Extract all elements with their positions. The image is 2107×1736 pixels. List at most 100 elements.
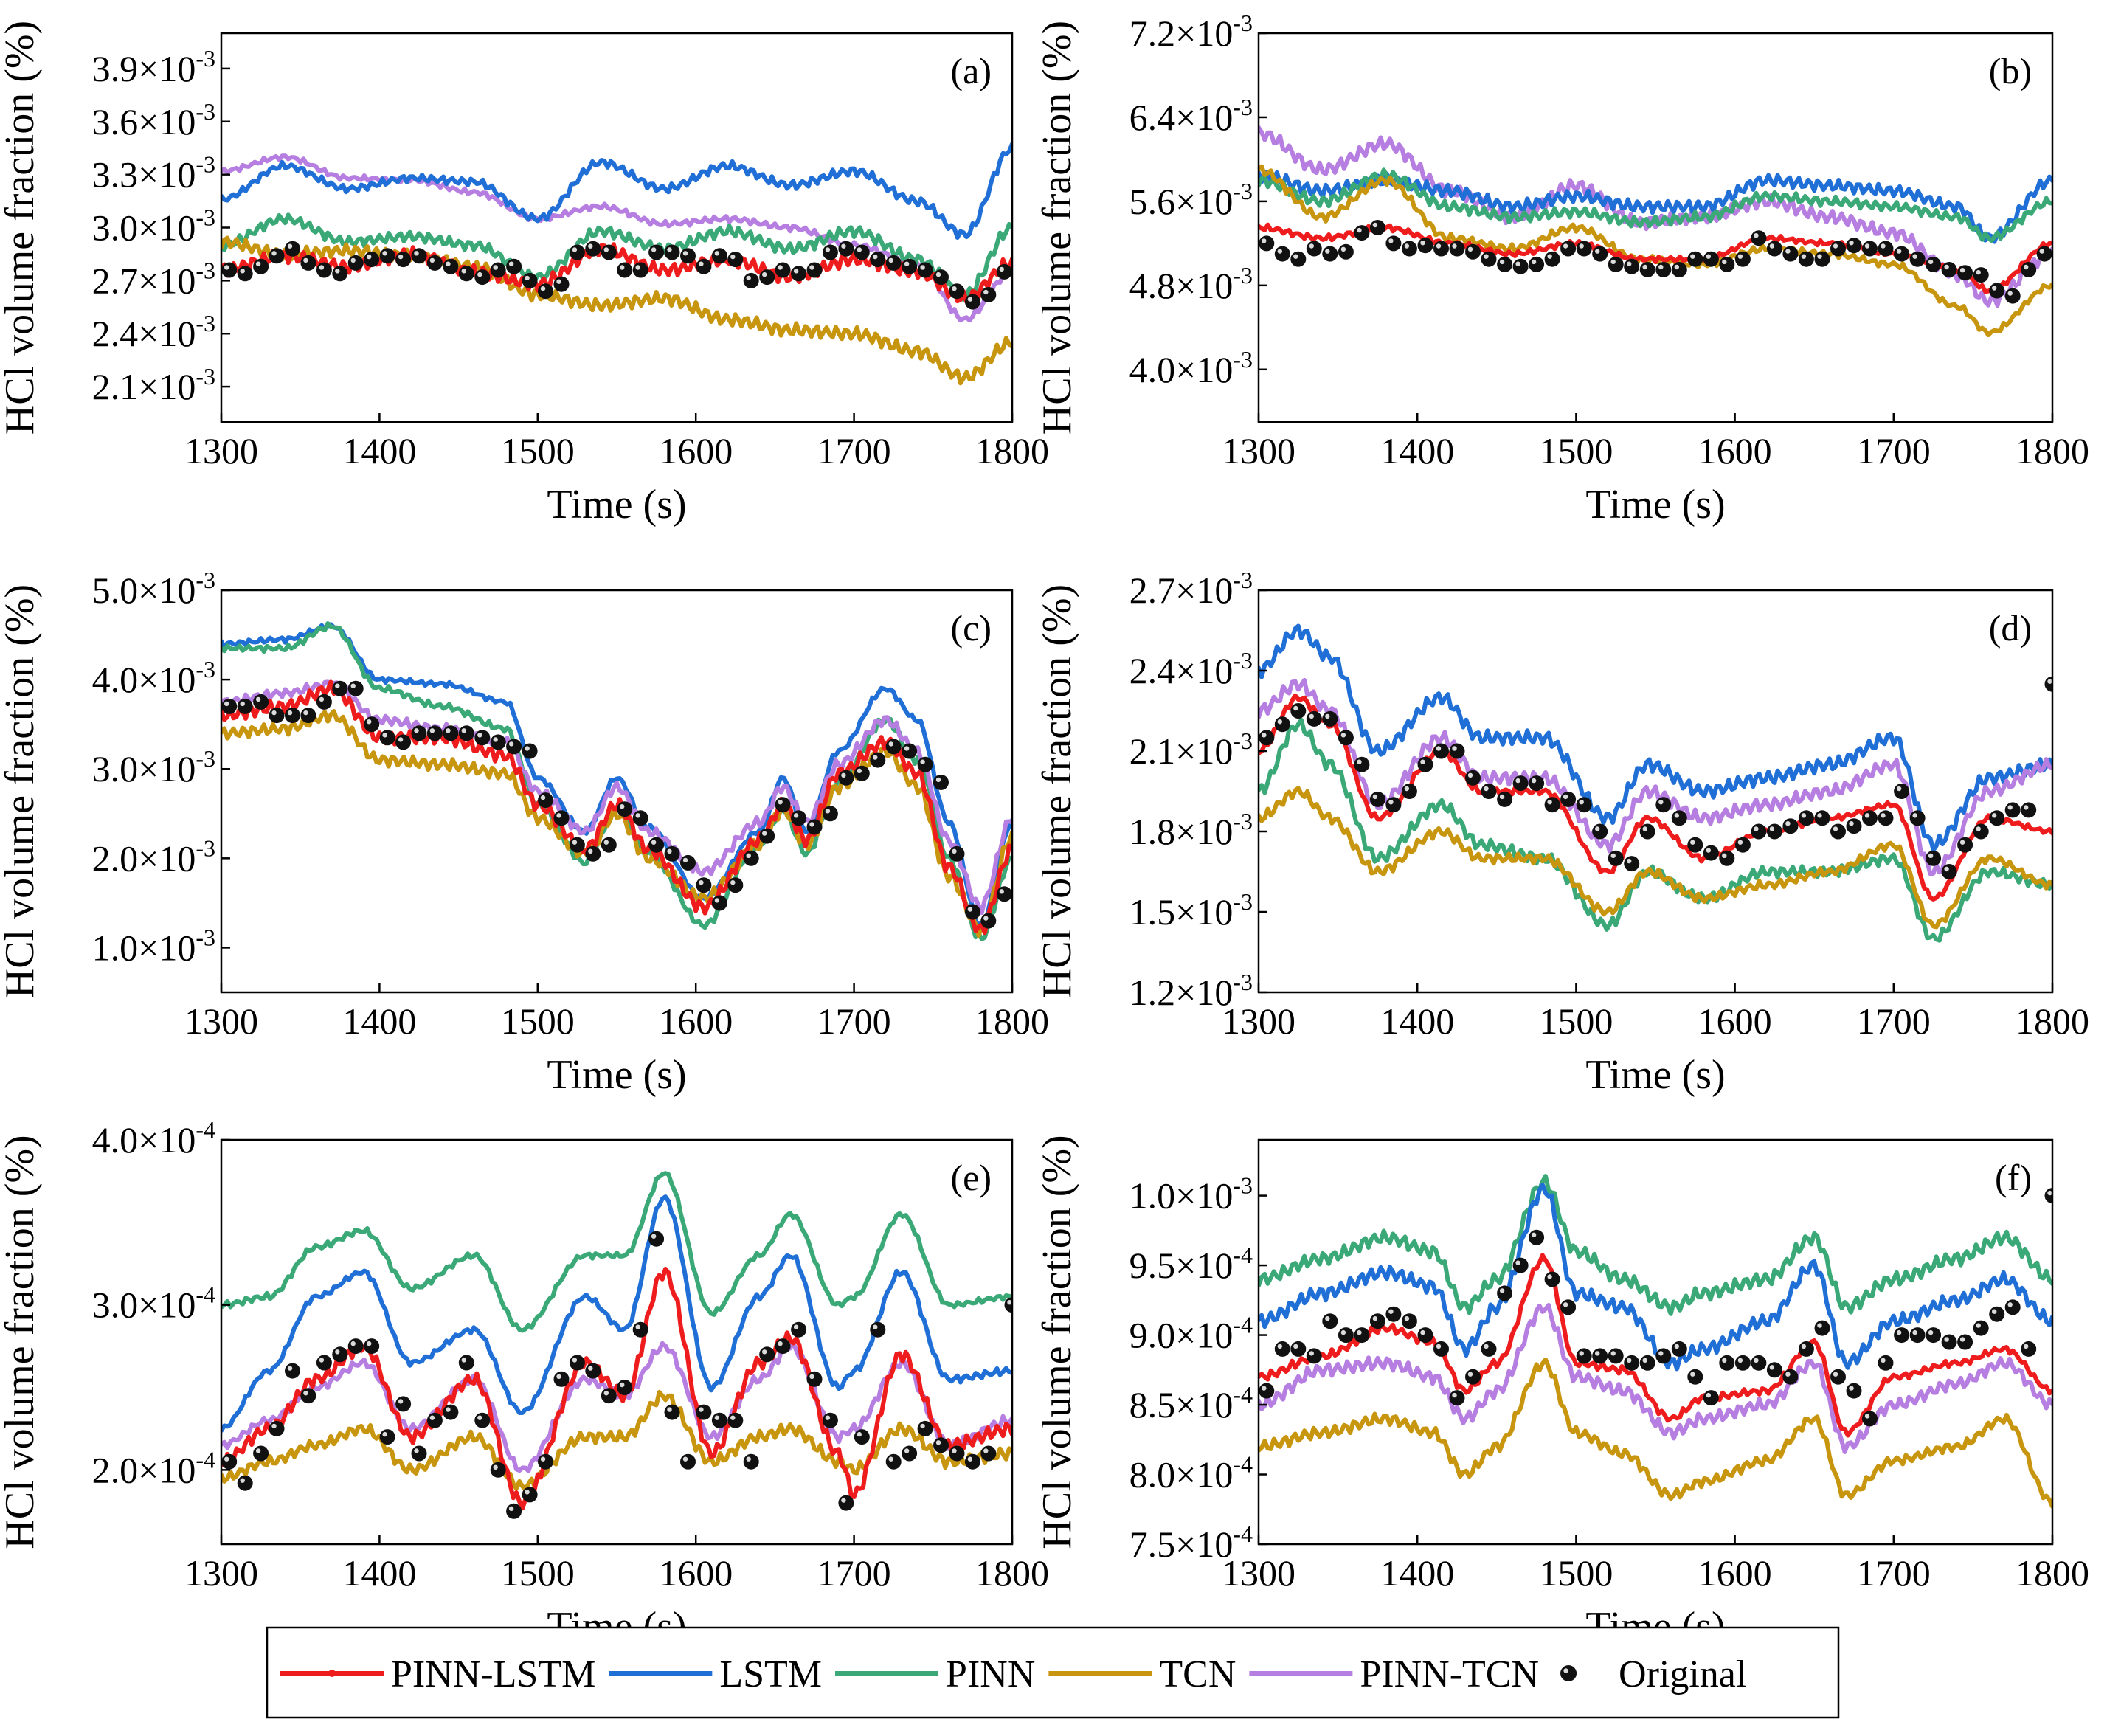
- original-point: [870, 1321, 886, 1338]
- original-point: [980, 913, 997, 929]
- x-tick-label: 1600: [1698, 1552, 1772, 1594]
- original-point-highlight: [414, 1448, 419, 1453]
- legend-swatch-marker: [1560, 1665, 1577, 1681]
- y-tick-label: 5.0×10-3: [92, 567, 215, 611]
- original-point: [1433, 241, 1449, 257]
- original-point-highlight: [699, 880, 704, 885]
- plot-area: [221, 1171, 1012, 1519]
- original-point-highlight: [1992, 286, 1997, 291]
- original-point-highlight: [952, 1448, 957, 1453]
- original-point-highlight: [746, 275, 751, 281]
- original-point-highlight: [1706, 254, 1711, 259]
- original-point-highlight: [2007, 291, 2013, 296]
- original-point: [300, 708, 316, 724]
- original-point: [1560, 241, 1577, 257]
- original-point: [775, 1338, 791, 1355]
- original-point-highlight: [983, 1448, 989, 1453]
- original-point: [870, 752, 886, 768]
- series-line-lstm: [1259, 170, 2052, 244]
- original-point-highlight: [762, 831, 767, 836]
- x-tick-label: 1300: [184, 430, 258, 471]
- original-point-highlight: [1467, 772, 1473, 778]
- original-point: [1751, 230, 1767, 246]
- original-point: [364, 716, 380, 733]
- original-point-highlight: [1436, 746, 1442, 751]
- original-point: [1274, 246, 1290, 262]
- original-point: [632, 262, 648, 278]
- original-point: [743, 850, 759, 866]
- original-point-highlight: [1627, 261, 1632, 266]
- series-line-lstm: [221, 1194, 1012, 1433]
- x-tick-label: 1700: [1857, 1552, 1931, 1594]
- y-tick-label: 2.4×10-3: [1129, 647, 1253, 691]
- original-point: [1671, 1341, 1687, 1357]
- original-point: [1989, 283, 2005, 299]
- original-point-highlight: [809, 822, 814, 827]
- original-point: [996, 886, 1012, 902]
- original-point-highlight: [1007, 1300, 1012, 1305]
- original-point-highlight: [429, 257, 435, 263]
- original-point-highlight: [1388, 238, 1394, 243]
- original-point-highlight: [572, 1358, 578, 1363]
- original-point: [1529, 256, 1545, 272]
- series-line-tcn: [1259, 164, 2052, 338]
- original-point: [885, 739, 902, 755]
- y-axis-title: HCl volume fraction (%): [1034, 21, 1080, 435]
- original-point-highlight: [1833, 243, 1838, 249]
- original-point: [1878, 1355, 1894, 1371]
- axes-frame: [220, 1138, 1014, 1546]
- original-point: [964, 294, 980, 310]
- original-point: [1719, 850, 1735, 866]
- original-point-highlight: [1420, 759, 1425, 764]
- original-point-highlight: [873, 755, 878, 760]
- original-point-highlight: [1610, 853, 1616, 859]
- original-point-highlight: [271, 251, 277, 256]
- original-point: [680, 854, 696, 871]
- original-point: [1639, 823, 1656, 840]
- original-point: [949, 845, 965, 862]
- original-point-highlight: [1642, 264, 1647, 270]
- original-point-highlight: [699, 261, 704, 266]
- original-point-highlight: [1976, 826, 1981, 831]
- original-point-highlight: [746, 1456, 751, 1462]
- x-tick-label: 1800: [975, 1000, 1049, 1042]
- original-point-highlight: [1706, 1392, 1711, 1398]
- axes-frame: [1257, 1138, 2054, 1546]
- original-point-highlight: [1959, 268, 1965, 273]
- original-point-highlight: [1262, 1386, 1267, 1391]
- original-point-highlight: [1372, 794, 1378, 800]
- original-point: [347, 680, 364, 696]
- original-point: [1401, 1313, 1417, 1329]
- panels-group: 1300 1400 1500 1600 1700 1800 2.1×10-3 2.4×10-3…: [0, 10, 2089, 1650]
- original-point: [1846, 1383, 1862, 1399]
- original-point-highlight: [477, 272, 482, 277]
- series-line-pinn: [1259, 1174, 2052, 1316]
- original-point-highlight: [1722, 1358, 1727, 1363]
- original-point-highlight: [873, 1324, 878, 1329]
- series-line-pinn-tcn: [1259, 1303, 2052, 1454]
- original-point-highlight: [778, 1341, 783, 1346]
- y-tick-label: 8.0×10-4: [1129, 1451, 1253, 1495]
- original-point: [917, 1420, 933, 1436]
- original-point: [1449, 743, 1465, 759]
- original-point-highlight: [1547, 254, 1552, 259]
- original-point-highlight: [588, 243, 593, 249]
- original-point-highlight: [1547, 800, 1552, 805]
- original-point-highlight: [1976, 269, 1981, 275]
- original-point: [379, 1429, 395, 1445]
- original-point-highlight: [572, 247, 578, 252]
- original-point-highlight: [1912, 254, 1917, 259]
- original-point: [1656, 262, 1672, 277]
- original-point-highlight: [1420, 1329, 1425, 1335]
- series-line-pinn-lstm: [221, 1267, 1012, 1511]
- original-point-highlight: [1959, 840, 1965, 845]
- original-point-highlight: [1769, 243, 1775, 249]
- legend-item-lstm: LSTM: [609, 1653, 822, 1695]
- original-point: [1671, 810, 1687, 826]
- original-point: [980, 287, 997, 302]
- series-line-pinn-tcn: [221, 1341, 1012, 1473]
- original-point: [253, 1445, 269, 1462]
- y-tick-label: 5.6×10-3: [1129, 178, 1253, 222]
- legend-item-tcn: TCN: [1048, 1653, 1236, 1695]
